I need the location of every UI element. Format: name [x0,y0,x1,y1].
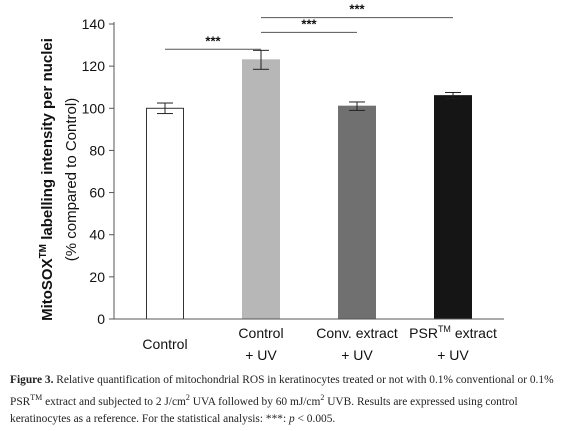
caption-text-a: Relative quantification of mitochondrial… [10,374,554,408]
y-tick-label: 80 [89,142,105,158]
significance-label: *** [349,2,365,17]
bar [146,107,184,320]
bar [242,59,280,320]
caption-tm: TM [30,393,43,402]
bar-chart: 0 20 40 60 80 100 120 140 *** *** *** Control Cont… [38,2,504,363]
caption-text-c: UVA followed by 60 mJ/cm [189,395,321,408]
y-axis-title-line2: (% compared to Control) [63,98,80,261]
significance-label: *** [301,16,317,31]
category-label: Control [142,336,187,352]
y-tick-label: 20 [89,269,105,285]
y-axis-title-line1: MitoSOXTM labelling intensity per nuclei [38,38,56,321]
bar [338,105,376,320]
y-tick-label: 0 [97,311,105,327]
significance-label: *** [205,33,221,48]
caption-label: Figure 3. [10,374,54,386]
caption-text-d: UVB. Results are expressed using control… [10,395,518,425]
y-tick-label: 120 [82,58,106,74]
bar [434,95,472,320]
caption-p: p [288,412,295,425]
y-tick-label: 140 [82,16,106,32]
y-tick-label: 100 [82,100,106,116]
category-label: Control [238,325,283,341]
chart-figure: 0 20 40 60 80 100 120 140 *** *** *** Control Cont… [38,2,504,363]
figure-caption: Figure 3. Relative quantification of mit… [10,372,560,428]
y-tick-label: 40 [89,227,105,243]
category-label: + UV [437,347,469,363]
category-label: + UV [245,347,277,363]
category-label: PSRTM extract [409,324,497,341]
category-label: Conv. extract [316,325,398,341]
caption-sup2: 2 [185,393,190,402]
caption-sup2b: 2 [320,393,325,402]
category-label: + UV [341,347,373,363]
caption-text-b: extract and subjected to 2 J/cm [42,395,186,408]
y-tick-label: 60 [89,185,105,201]
caption-text-e: < 0.005. [294,412,336,425]
